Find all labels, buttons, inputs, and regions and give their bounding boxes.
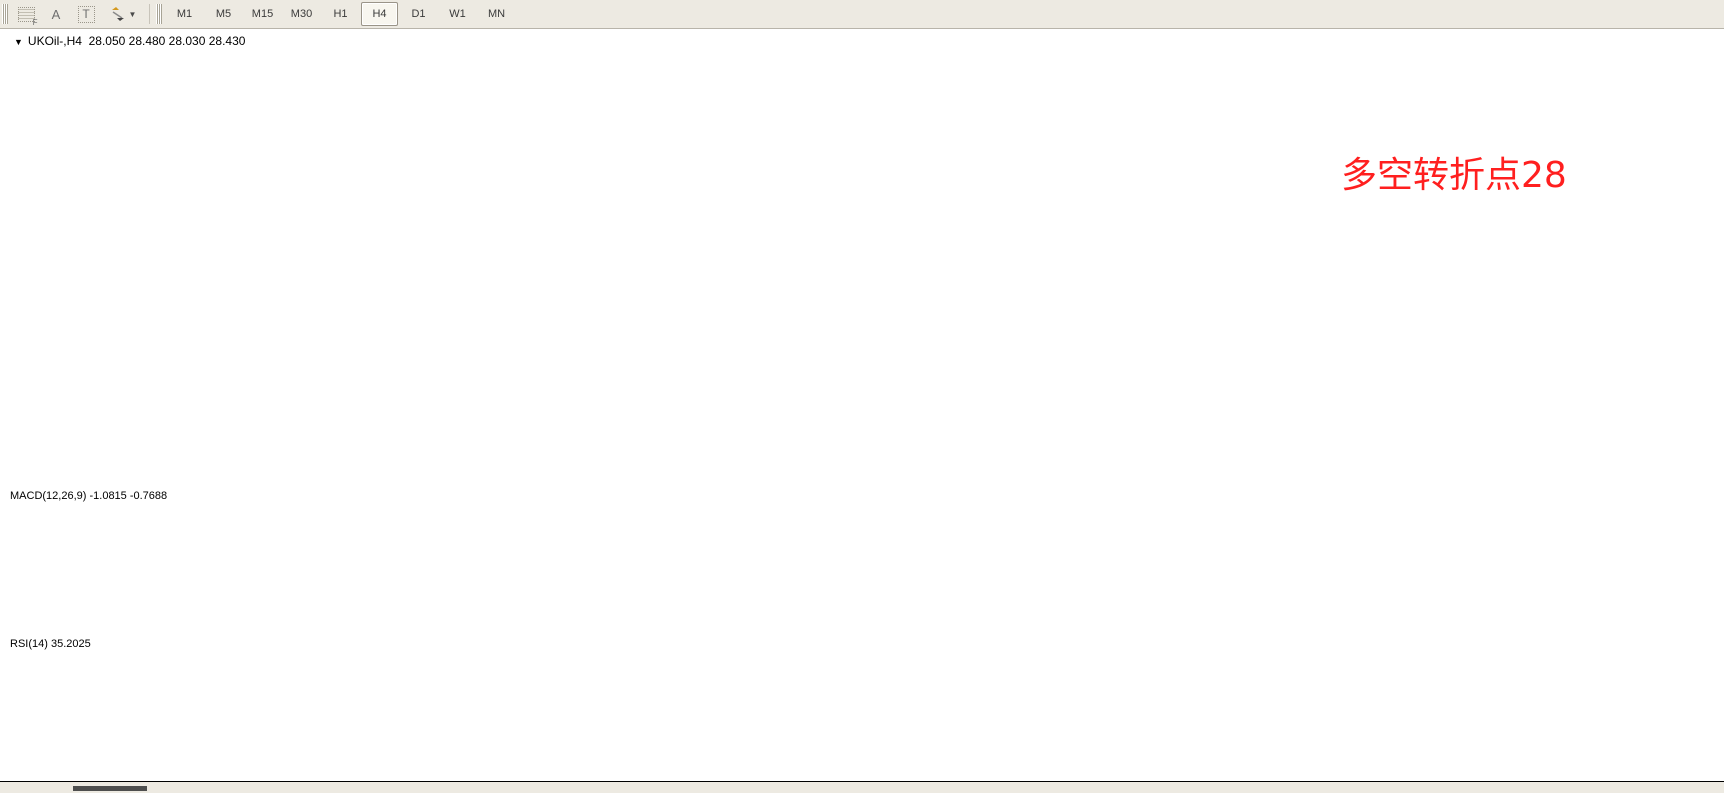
text-label-glyph: T [77, 5, 95, 23]
font-a-icon[interactable]: A [42, 2, 70, 26]
cursor-tools-button[interactable]: ▼ [102, 2, 144, 26]
toolbar-drag-handle[interactable] [2, 4, 8, 24]
scrollbar-thumb[interactable] [73, 786, 147, 791]
indicator-grid-glyph: F [17, 6, 38, 27]
toolbar-separator [149, 4, 150, 24]
chart-title: ▼ UKOil-,H4 28.050 28.480 28.030 28.430 [14, 34, 245, 48]
text-label-icon[interactable]: T [72, 2, 100, 26]
timeframe-button-group: M1 M5 M15 M30 H1 H4 D1 W1 MN [165, 2, 516, 26]
timeframe-button-d1[interactable]: D1 [411, 8, 426, 20]
timeframe-button-m5[interactable]: M5 [215, 8, 232, 20]
timeframe-button-h4[interactable]: H4 [361, 2, 398, 26]
font-a-glyph: A [51, 6, 61, 22]
macd-indicator-label: MACD(12,26,9) -1.0815 -0.7688 [10, 490, 168, 502]
timeframe-button-m30[interactable]: M30 [290, 8, 313, 20]
chart-annotation-text[interactable]: 多空转折点28 [1341, 155, 1567, 196]
rsi-indicator-label: RSI(14) 35.2025 [10, 638, 91, 650]
toolbar-drag-handle-2[interactable] [156, 4, 162, 24]
ohlc-values: 28.050 28.480 28.030 28.430 [88, 34, 246, 48]
timeframe-button-w1[interactable]: W1 [449, 8, 466, 20]
dropdown-caret-icon: ▼ [128, 9, 137, 19]
toolbar: F A T ▼ M1 M5 M15 M30 H1 H4 D1 W1 MN [0, 0, 1724, 29]
horizontal-scrollbar[interactable] [0, 781, 1724, 793]
timeframe-button-m1[interactable]: M1 [176, 8, 193, 20]
timeframe-button-mn[interactable]: MN [487, 8, 506, 20]
timeframe-button-m15[interactable]: M15 [251, 8, 274, 20]
chart-quick-nav-icon[interactable]: ▼ [14, 37, 23, 47]
cursor-arrows-icon [111, 7, 124, 21]
chart-canvas[interactable] [0, 28, 1724, 793]
symbol-period-label: UKOil-,H4 [27, 34, 82, 48]
timeframe-button-h1[interactable]: H1 [333, 8, 348, 20]
indicator-grid-icon[interactable]: F [12, 2, 40, 27]
